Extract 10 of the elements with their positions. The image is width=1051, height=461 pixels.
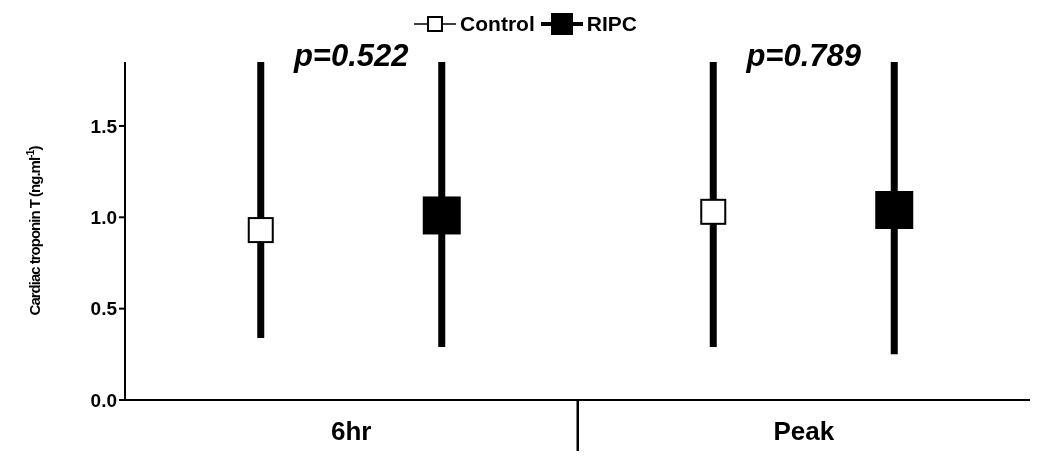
legend-label: RIPC [585, 12, 637, 36]
annotation: p=0.789 [745, 38, 863, 74]
y-tick-label: 0.5 [90, 298, 118, 320]
y-tick-label: 1.5 [90, 115, 118, 137]
annotation: p=0.522 [292, 38, 410, 74]
y-tick-label: 0.0 [90, 389, 117, 411]
x-tick-label: 6hr [331, 416, 372, 447]
x-tick-label: Peak [773, 416, 835, 447]
y-tick-label: 1.0 [90, 207, 117, 229]
legend-label: Control [459, 12, 535, 36]
